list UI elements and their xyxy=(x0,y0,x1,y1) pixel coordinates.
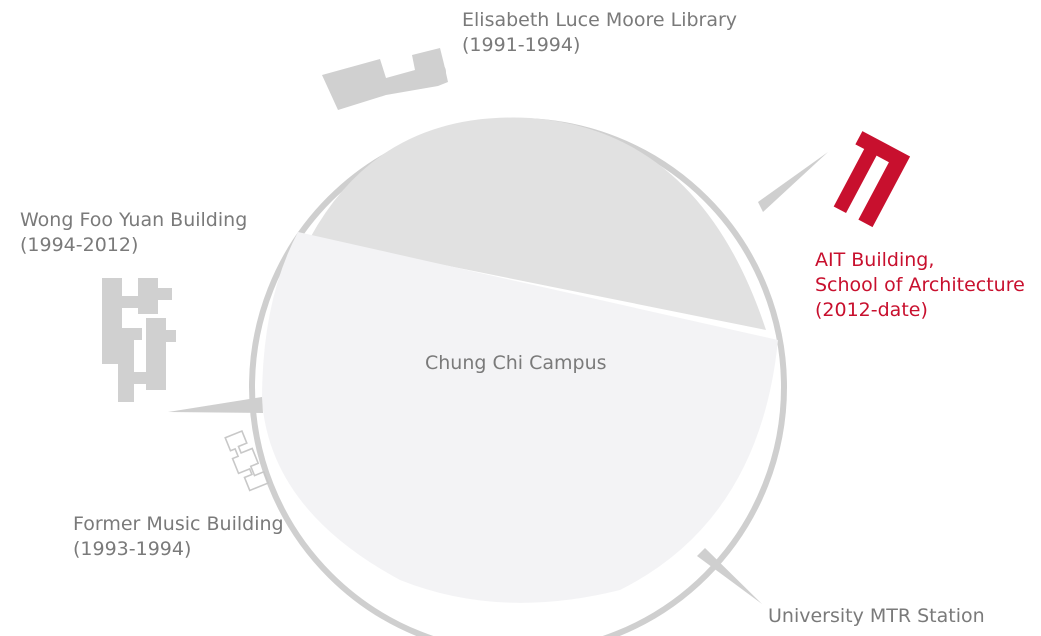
campus-lower-region xyxy=(262,232,778,603)
ait-school: School of Architecture xyxy=(815,274,1025,296)
label-wong: Wong Foo Yuan Building (1994-2012) xyxy=(20,208,247,258)
campus-upper-region xyxy=(310,117,766,330)
ait-name: AIT Building, xyxy=(815,249,935,271)
wong-years: (1994-2012) xyxy=(20,234,139,256)
library-name: Elisabeth Luce Moore Library xyxy=(462,9,738,31)
ait-building-icon xyxy=(833,131,911,228)
mtr-name: University MTR Station xyxy=(768,605,985,627)
pointer-ait xyxy=(758,152,828,212)
ait-years: (2012-date) xyxy=(815,299,928,321)
music-building-icon xyxy=(224,430,270,492)
library-building-icon xyxy=(322,48,448,110)
music-name: Former Music Building xyxy=(73,513,284,535)
wong-building-icon xyxy=(102,278,176,402)
label-library: Elisabeth Luce Moore Library (1991-1994) xyxy=(462,8,737,58)
pointer-wong xyxy=(168,397,263,413)
label-mtr: University MTR Station xyxy=(768,604,985,629)
campus-center-label: Chung Chi Campus xyxy=(425,352,607,374)
label-music: Former Music Building (1993-1994) xyxy=(73,512,284,562)
label-ait: AIT Building, School of Architecture (20… xyxy=(815,248,1025,323)
library-years: (1991-1994) xyxy=(462,34,581,56)
music-years: (1993-1994) xyxy=(73,538,192,560)
pointer-mtr xyxy=(697,548,762,604)
wong-name: Wong Foo Yuan Building xyxy=(20,209,248,231)
